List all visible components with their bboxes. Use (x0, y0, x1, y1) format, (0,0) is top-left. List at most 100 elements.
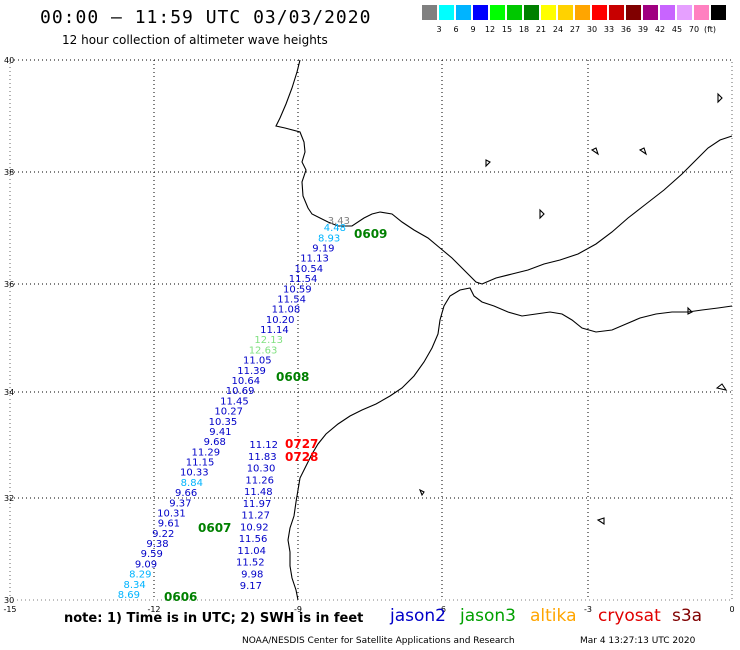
wave-height-left-22: 9.68 (204, 437, 226, 448)
wave-height-left-7: 10.59 (283, 284, 312, 295)
colorbar-label: 33 (603, 25, 615, 34)
pass-time-0727: 0727 (285, 437, 318, 451)
wave-height-left-13: 12.63 (249, 345, 278, 356)
pass-time-0728: 0728 (285, 450, 318, 464)
wave-track-right: 11.1211.8310.3011.2611.4811.9711.2710.92… (236, 440, 278, 592)
colorbar-swatch (643, 5, 658, 20)
colorbar-swatch (558, 5, 573, 20)
colorbar-label: 39 (637, 25, 649, 34)
wave-height-left-5: 10.54 (294, 264, 323, 275)
lat-label-32: 32 (4, 494, 14, 503)
wave-height-left-33: 9.59 (141, 549, 163, 560)
wave-height-left-29: 10.31 (157, 508, 186, 519)
pass-time-0606: 0606 (164, 590, 197, 604)
legend-altika: altika (530, 606, 577, 626)
lon-label-0: 0 (729, 605, 734, 614)
colorbar-swatch (575, 5, 590, 20)
colorbar-swatch (711, 5, 726, 20)
coastline (275, 59, 733, 601)
wave-height-left-20: 10.35 (209, 417, 238, 428)
map-subtitle: 12 hour collection of altimeter wave hei… (62, 33, 328, 47)
wave-height-left-15: 11.39 (237, 366, 266, 377)
wave-height-left-23: 11.29 (191, 447, 220, 458)
colorbar-label: 36 (620, 25, 632, 34)
wave-height-left-14: 11.05 (243, 356, 272, 367)
wave-height-left-11: 11.14 (260, 325, 289, 336)
colorbar-swatch (490, 5, 505, 20)
latitude-labels: 40 38 36 34 32 30 (4, 56, 14, 605)
wave-height-left-19: 10.27 (214, 407, 243, 418)
colorbar-label: (ft) (704, 25, 717, 34)
wave-height-left-25: 10.33 (180, 468, 209, 479)
wave-height-right-5: 11.97 (243, 499, 272, 510)
wave-height-left-24: 11.15 (186, 458, 215, 469)
colorbar-swatch (541, 5, 556, 20)
wave-height-right-2: 10.30 (247, 464, 276, 475)
wave-height-left-4: 11.13 (300, 254, 329, 265)
wave-height-right-0: 11.12 (249, 440, 278, 451)
colorbar-label: 21 (535, 25, 547, 34)
wave-height-right-10: 11.52 (236, 558, 265, 569)
lon-label--6: -6 (438, 605, 446, 614)
colorbar-label: 24 (552, 25, 564, 34)
wave-height-left-21: 9.41 (209, 427, 231, 438)
wave-height-right-4: 11.48 (244, 487, 273, 498)
wave-height-left-9: 11.08 (272, 305, 301, 316)
legend-cryosat: cryosat (598, 606, 661, 626)
colorbar-label: 12 (484, 25, 496, 34)
colorbar-label: 15 (501, 25, 513, 34)
colorbar-label: 27 (569, 25, 581, 34)
colorbar-label: 6 (453, 25, 459, 34)
colorbar-label: 3 (436, 25, 442, 34)
legend-jason3: jason3 (460, 606, 516, 626)
footer-timestamp: Mar 4 13:27:13 UTC 2020 (580, 636, 696, 646)
wave-height-left-2: 8.93 (318, 233, 340, 244)
wave-height-left-10: 10.20 (266, 315, 295, 326)
wave-height-left-18: 11.45 (220, 396, 249, 407)
wave-height-left-3: 9.19 (312, 244, 334, 255)
colorbar-swatch (660, 5, 675, 20)
pass-time-0607: 0607 (198, 521, 231, 535)
wave-height-left-27: 9.66 (175, 488, 197, 499)
wave-height-right-8: 11.56 (239, 534, 268, 545)
colorbar-label: 18 (518, 25, 530, 34)
wave-height-right-12: 9.17 (240, 581, 262, 592)
colorbar-swatch (677, 5, 692, 20)
wave-height-right-3: 11.26 (245, 475, 274, 486)
wave-height-left-30: 9.61 (158, 519, 180, 530)
note-text: note: 1) Time is in UTC; 2) SWH is in fe… (64, 611, 364, 626)
wave-height-left-32: 9.38 (146, 539, 168, 550)
colorbar-label: 9 (470, 25, 476, 34)
lon-label--3: -3 (584, 605, 592, 614)
colorbar-label: 70 (688, 25, 700, 34)
wave-height-left-16: 10.64 (232, 376, 261, 387)
wave-height-right-1: 11.83 (248, 452, 277, 463)
wave-height-left-31: 9.22 (152, 529, 174, 540)
colorbar-label: 45 (671, 25, 683, 34)
colorbar-label: 42 (654, 25, 666, 34)
map-grid (10, 59, 732, 600)
map-frame (9, 59, 733, 601)
lon-label--9: -9 (294, 605, 302, 614)
lat-label-38: 38 (4, 168, 14, 177)
map-title: 00:00 – 11:59 UTC 03/03/2020 (40, 7, 372, 28)
pass-time-0608: 0608 (276, 370, 309, 384)
lat-label-40: 40 (4, 56, 14, 65)
legend-s3a: s3a (672, 606, 703, 626)
wave-height-left-34: 9.09 (135, 559, 157, 570)
colorbar-swatch (609, 5, 624, 20)
wave-height-left-6: 11.54 (289, 274, 318, 285)
lat-label-36: 36 (4, 280, 14, 289)
lat-label-30: 30 (4, 596, 14, 605)
lon-label--12: -12 (147, 605, 160, 614)
pass-time-0609: 0609 (354, 227, 387, 241)
colorbar-swatch (507, 5, 522, 20)
wave-height-left-17: 10.69 (226, 386, 255, 397)
footer-credit: NOAA/NESDIS Center for Satellite Applica… (242, 636, 515, 646)
wave-height-left-36: 8.34 (123, 580, 145, 591)
colorbar-swatch (694, 5, 709, 20)
legend-jason2: jason2 (390, 606, 446, 626)
colorbar-swatch (439, 5, 454, 20)
longitude-labels: -15 -12 -9 -6 -3 0 (3, 605, 734, 614)
wave-height-left-26: 8.84 (181, 478, 203, 489)
